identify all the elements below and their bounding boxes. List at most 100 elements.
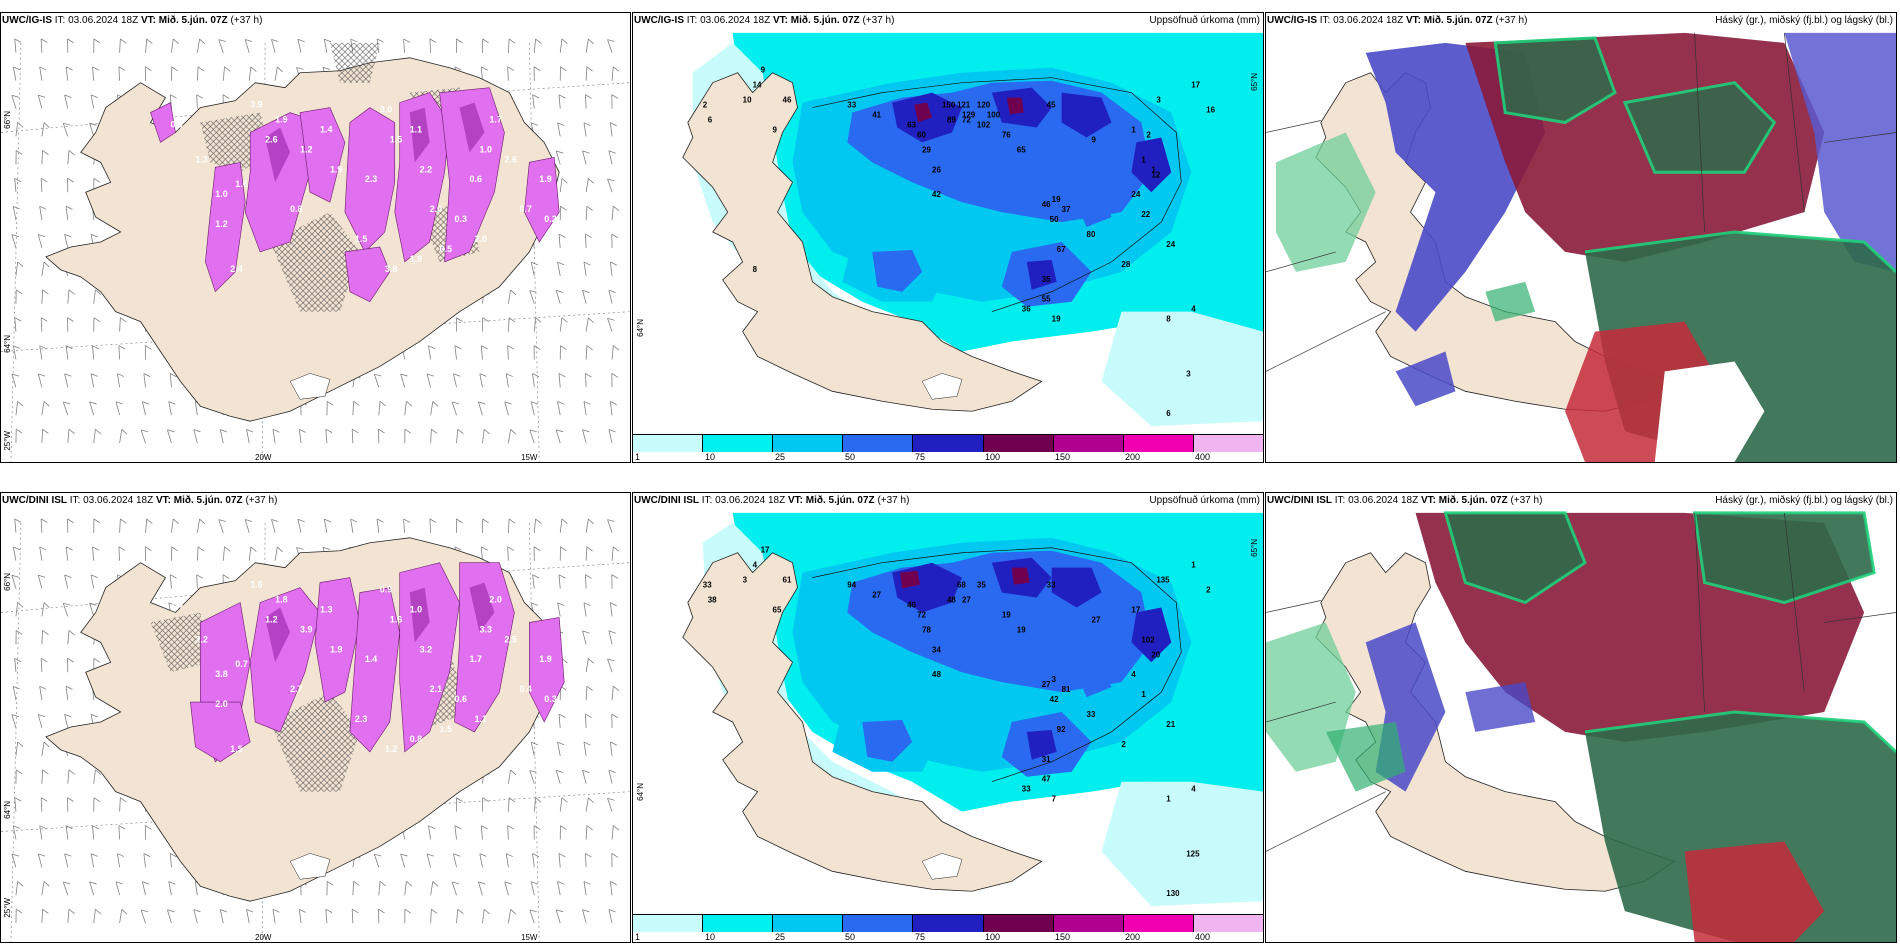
wind-barb xyxy=(611,825,620,840)
wind-barb xyxy=(585,574,592,589)
precip-value: 9 xyxy=(1092,135,1097,144)
legend-tick: 400 xyxy=(1194,932,1211,942)
precip-value: 3 xyxy=(1052,675,1057,684)
wind-barb xyxy=(455,317,463,332)
wind-barb xyxy=(479,853,487,868)
wind-barb xyxy=(93,797,101,812)
precip-value: 65 xyxy=(773,605,782,614)
wind-barb xyxy=(507,909,517,924)
wind-barb xyxy=(480,345,488,360)
precip-value: 2 xyxy=(703,101,708,110)
precip-value: 34 xyxy=(932,645,941,654)
wind-barb xyxy=(507,546,515,561)
wind-barb xyxy=(582,150,590,165)
wind-barb xyxy=(12,825,21,840)
wind-barb xyxy=(430,881,439,896)
precip-value: 35 xyxy=(977,581,986,590)
wind-barb xyxy=(533,317,542,332)
wind-barb xyxy=(507,518,516,533)
legend-swatch xyxy=(1053,915,1124,932)
wind-barb xyxy=(92,66,99,81)
wind-barb xyxy=(351,428,359,444)
wind-barb xyxy=(67,908,75,924)
wind-barb xyxy=(219,909,228,924)
wind-barb xyxy=(482,428,490,444)
wind-barb xyxy=(454,345,462,360)
wind-barb xyxy=(478,401,486,416)
wind-barb xyxy=(400,853,408,868)
wind-barb xyxy=(15,881,24,896)
precip-value: 17 xyxy=(761,546,770,555)
wind-barb xyxy=(453,373,461,388)
legend-swatch xyxy=(1053,435,1124,452)
wind-barb xyxy=(583,261,591,276)
wind-barb xyxy=(611,66,620,81)
precip-value: 1.5 xyxy=(355,234,367,244)
precip-value: 129 xyxy=(962,111,976,120)
wind-barb xyxy=(15,150,23,165)
precip-value: 31 xyxy=(1042,755,1051,764)
wind-barb xyxy=(325,428,333,444)
wind-barb xyxy=(555,150,564,165)
wind-barb xyxy=(143,373,151,388)
wind-barb xyxy=(430,428,438,444)
precip-value: 1.0 xyxy=(410,604,422,614)
precip-value: 16 xyxy=(1206,106,1215,115)
wind-barb xyxy=(608,150,616,165)
precip-value: 1.1 xyxy=(474,714,486,724)
legend-tick: 50 xyxy=(845,932,856,942)
wind-barb xyxy=(37,234,46,249)
precip-value: 24 xyxy=(1166,240,1175,249)
wind-barb xyxy=(555,769,564,784)
precip-value: 1 xyxy=(1141,155,1146,164)
precip-value: 0.6 xyxy=(470,174,482,184)
wind-barb xyxy=(557,741,565,756)
wind-barb xyxy=(585,853,592,868)
precip-value: 1.5 xyxy=(230,744,242,754)
wind-barb xyxy=(507,797,516,812)
cloud-map-svg xyxy=(1266,510,1896,942)
vt-value: Mið. 5.jún. 07Z xyxy=(790,15,860,26)
wind-barb xyxy=(218,39,226,53)
wind-barb xyxy=(325,908,333,924)
wind-barb xyxy=(583,741,591,756)
lead-time: (+37 h) xyxy=(230,15,263,26)
legend-swatch xyxy=(703,915,774,932)
precip-value: 1.0 xyxy=(215,189,227,199)
precip-value: 1.0 xyxy=(479,144,491,154)
wind-barb xyxy=(400,373,408,388)
legend-ticks: 1 10 25 50 75 100 150 200 400 xyxy=(633,452,1263,462)
wind-barb xyxy=(143,853,151,868)
it-label: IT: xyxy=(701,495,713,506)
precip-value: 20 xyxy=(1151,650,1160,659)
precip-value: 102 xyxy=(977,120,991,129)
precip-value: 89 xyxy=(947,116,956,125)
wind-barb xyxy=(218,519,226,533)
precip-value: 2.5 xyxy=(504,634,516,644)
precip-value: 48 xyxy=(947,596,956,605)
wind-barb xyxy=(166,429,175,444)
precip-areas xyxy=(150,87,560,303)
precip-value: 1 xyxy=(1131,125,1136,134)
wind-barb xyxy=(611,205,620,221)
precip-value: 8 xyxy=(753,265,758,274)
wind-barb xyxy=(196,518,206,533)
precip-value: 2.0 xyxy=(474,234,486,244)
lat-65-label: 65°N xyxy=(1250,73,1259,91)
precip-value: 35 xyxy=(1042,275,1051,284)
wind-barb xyxy=(555,429,564,444)
wind-barb xyxy=(530,881,539,896)
wind-barb xyxy=(607,318,615,332)
wind-barb xyxy=(65,66,73,81)
wind-barb xyxy=(404,881,413,896)
precip-value: 10 xyxy=(743,96,752,105)
wind-barb xyxy=(582,289,590,304)
wind-barb xyxy=(171,66,178,81)
precip-value: 3.3 xyxy=(479,624,491,634)
wind-barb xyxy=(62,602,71,617)
wind-barb xyxy=(41,122,50,137)
lat-66-label: 66°N xyxy=(3,573,12,591)
wind-barb xyxy=(119,38,127,53)
wind-barb xyxy=(93,518,101,533)
